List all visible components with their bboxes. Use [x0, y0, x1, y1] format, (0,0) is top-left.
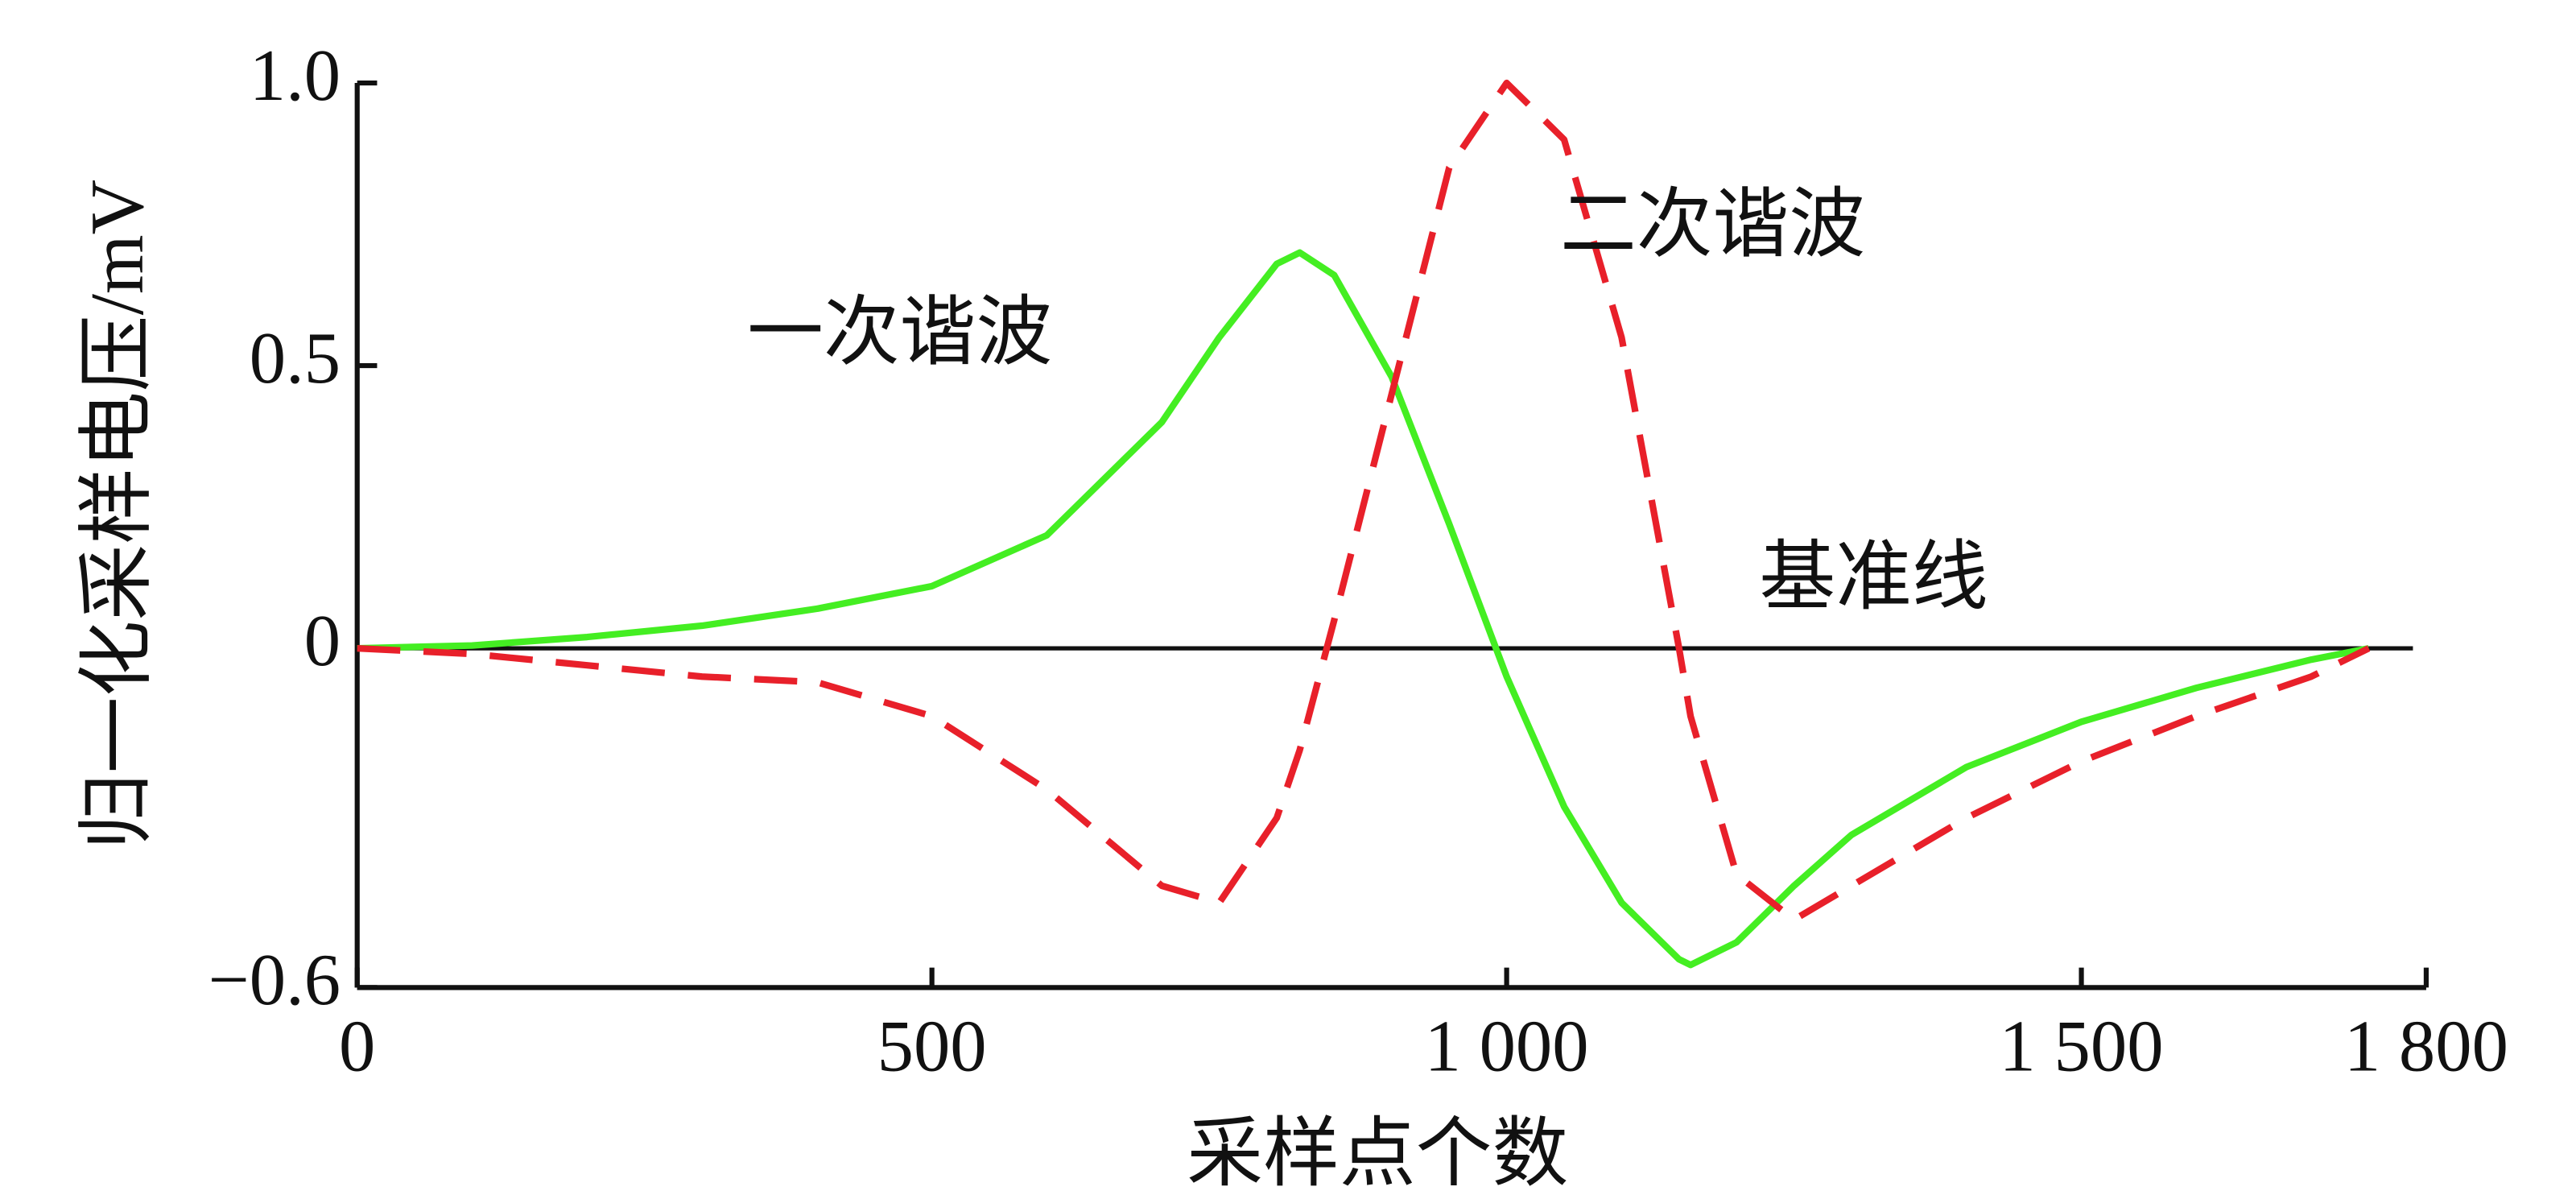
- series-line: [357, 249, 2370, 969]
- y-tick-label: 1.0: [250, 35, 341, 116]
- baseline-label: 基准线: [1759, 535, 1988, 620]
- series-label: 二次谐波: [1560, 182, 1865, 267]
- x-tick-label: 500: [877, 1006, 987, 1087]
- x-tick-label: 1 000: [1425, 1006, 1589, 1087]
- x-axis-label: 采样点个数: [1187, 1112, 1568, 1195]
- series-line: [357, 79, 2371, 924]
- x-tick-label: 1 800: [2344, 1006, 2508, 1087]
- series-label: 一次谐波: [747, 290, 1052, 374]
- y-tick-label: 0: [304, 600, 341, 681]
- x-tick-label: 0: [339, 1006, 375, 1087]
- y-tick-label: −0.6: [208, 939, 341, 1020]
- y-tick-label: 0.5: [250, 317, 341, 399]
- y-axis-label: 归一化采样电压/mV: [75, 180, 159, 850]
- x-tick-label: 1 500: [2000, 1006, 2164, 1087]
